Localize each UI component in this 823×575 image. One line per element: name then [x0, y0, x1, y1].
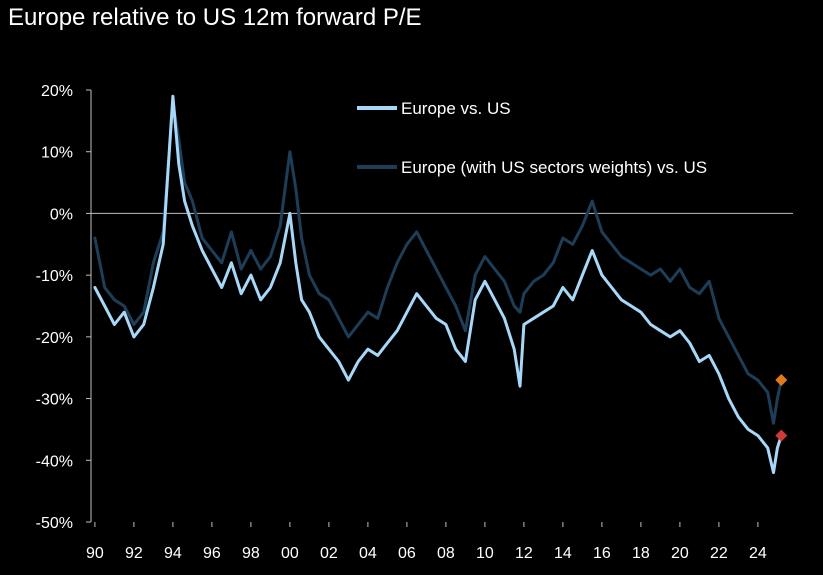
series-layer: [93, 94, 783, 475]
y-tick-label: -40%: [36, 453, 73, 470]
end-marker-europe-vs-us: [775, 429, 788, 442]
x-tick-label: 22: [710, 545, 728, 562]
marker-layer: [775, 374, 788, 442]
legend-label: Europe (with US sectors weights) vs. US: [401, 158, 707, 177]
series-line-europe-vs-us: [93, 94, 783, 475]
end-marker-europe-us-sector-weights-vs-us: [775, 374, 788, 387]
x-tick-label: 16: [593, 545, 611, 562]
y-tick-label: 0%: [50, 206, 73, 223]
y-tick-label: -20%: [36, 330, 73, 347]
x-tick-label: 96: [203, 545, 221, 562]
x-tick-label: 90: [86, 545, 104, 562]
legend-label: Europe vs. US: [401, 99, 511, 118]
x-tick-label: 04: [359, 545, 377, 562]
series-line-europe-us-sector-weights-vs-us: [93, 100, 783, 425]
y-tick-label: -30%: [36, 392, 73, 409]
legend-item-europe-vs-us: Europe vs. US: [357, 99, 511, 118]
x-tick-label: 24: [749, 545, 767, 562]
x-tick-label: 00: [281, 545, 299, 562]
x-tick-label: 06: [398, 545, 416, 562]
x-tick-label: 18: [632, 545, 650, 562]
y-tick-label: 20%: [41, 83, 73, 100]
legend: Europe vs. US Europe (with US sectors wei…: [357, 99, 707, 177]
x-tick-label: 92: [125, 545, 143, 562]
chart-title: Europe relative to US 12m forward P/E: [8, 4, 422, 31]
x-tick-label: 20: [671, 545, 689, 562]
y-tick-label: -50%: [36, 515, 73, 532]
y-tick-label: -10%: [36, 268, 73, 285]
x-tick-label: 14: [554, 545, 572, 562]
y-tick-label: 10%: [41, 145, 73, 162]
x-tick-label: 98: [242, 545, 260, 562]
axes-layer: 20% 10% 0% -10% -20% -30% -40% -50% 90 92 94 96 98 00…: [36, 83, 793, 562]
x-tick-label: 10: [476, 545, 494, 562]
legend-item-europe-us-sector-weights-vs-us: Europe (with US sectors weights) vs. US: [357, 158, 707, 177]
x-tick-label: 08: [437, 545, 455, 562]
x-tick-label: 12: [515, 545, 533, 562]
x-tick-label: 02: [320, 545, 338, 562]
x-tick-label: 94: [164, 545, 182, 562]
